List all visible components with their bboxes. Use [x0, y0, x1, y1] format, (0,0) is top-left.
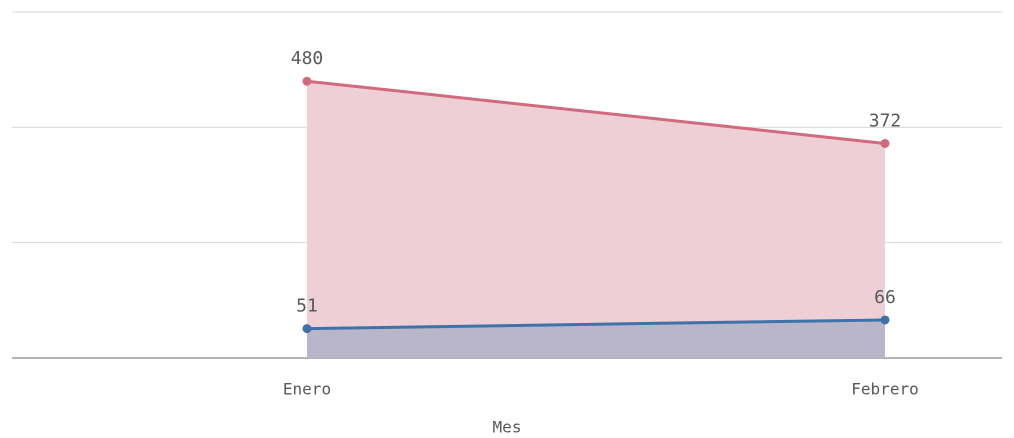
x-tick-label: Febrero — [851, 380, 918, 399]
point — [302, 324, 312, 334]
line — [306, 318, 886, 331]
area — [307, 319, 885, 358]
data-label: 480 — [291, 48, 324, 69]
x-tick-label: Enero — [283, 380, 331, 399]
area — [307, 81, 885, 358]
data-label: 66 — [874, 287, 896, 308]
point — [880, 138, 890, 148]
x-axis-title: Mes — [493, 418, 522, 437]
point — [302, 76, 312, 86]
data-label: 51 — [296, 296, 318, 317]
data-label: 372 — [869, 110, 902, 131]
line — [306, 79, 886, 145]
point — [880, 315, 890, 325]
